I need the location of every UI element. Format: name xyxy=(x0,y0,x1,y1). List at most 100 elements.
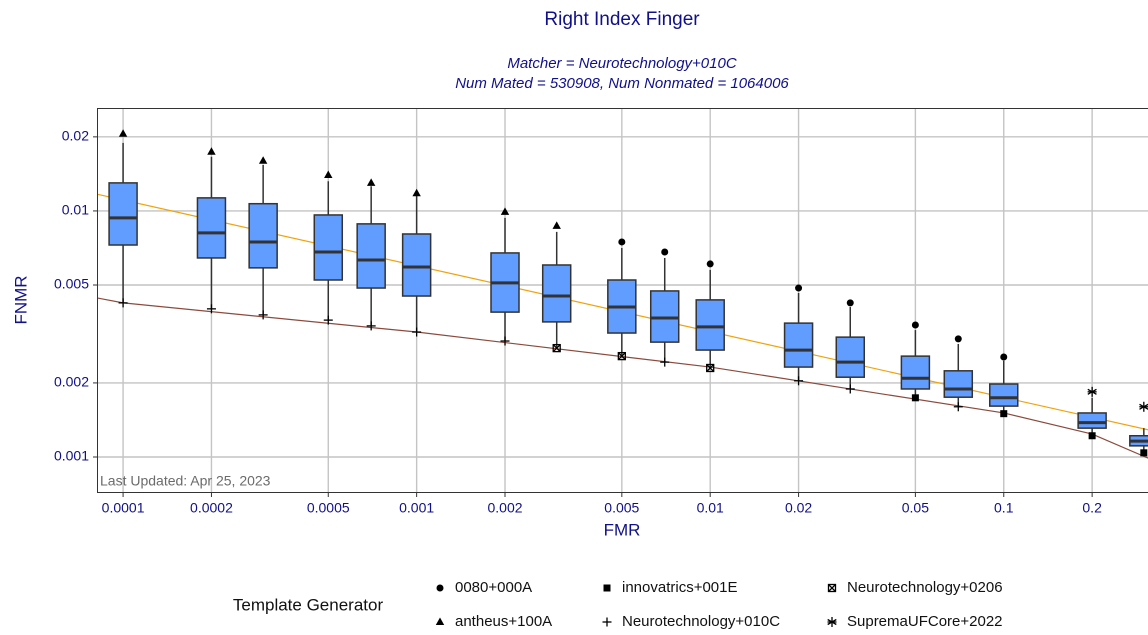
marker-square xyxy=(911,394,919,402)
marker-part xyxy=(617,352,626,361)
marker-part xyxy=(954,335,962,343)
box xyxy=(835,336,866,378)
marker-asterisk xyxy=(827,617,837,627)
marker-part xyxy=(706,364,715,372)
x-tick-label: 0.005 xyxy=(604,500,639,516)
legend-label: SupremaUFCore+2022 xyxy=(847,613,1003,630)
x-tick-label: 0.2 xyxy=(1082,500,1102,516)
marker-part xyxy=(552,343,561,353)
marker-part xyxy=(603,584,611,592)
marker-triangle xyxy=(258,156,268,164)
marker-square xyxy=(603,584,611,592)
marker-part xyxy=(827,583,837,593)
legend-label: 0080+000A xyxy=(455,579,532,596)
legend-label: antheus+100A xyxy=(455,613,552,630)
marker-square xyxy=(1088,432,1096,440)
marker-triangle xyxy=(500,207,510,215)
annotation: Last Updated: Apr 25, 2023 xyxy=(100,473,271,489)
y-axis-label: FNMR xyxy=(11,275,30,324)
x-tick-label: 0.0002 xyxy=(190,500,233,516)
marker-part xyxy=(846,299,854,307)
box xyxy=(943,370,974,398)
legend: 0080+000A antheus+100A innovatrics+001E Neu… xyxy=(435,579,1003,630)
marker-triangle xyxy=(118,129,128,137)
marker-part xyxy=(617,351,626,361)
marker-boxx xyxy=(552,343,561,353)
marker-part xyxy=(552,344,561,353)
marker-plus xyxy=(794,376,804,386)
legend-title: Template Generator xyxy=(233,595,384,614)
box xyxy=(356,223,386,289)
x-tick-label: 0.01 xyxy=(697,500,724,516)
y-tick-label: 0.001 xyxy=(54,448,89,464)
marker-circle xyxy=(954,335,962,343)
x-tick-label: 0.0001 xyxy=(102,500,145,516)
marker-part xyxy=(706,363,715,373)
x-tick-label: 0.05 xyxy=(902,500,929,516)
box xyxy=(313,214,344,281)
chart-title: Right Index Finger xyxy=(544,9,700,30)
marker-part xyxy=(118,129,128,137)
marker-triangle xyxy=(324,170,333,178)
marker-square xyxy=(1000,410,1008,418)
marker-part xyxy=(661,248,669,256)
marker-part xyxy=(366,178,376,186)
marker-boxx xyxy=(827,583,837,593)
marker-plus xyxy=(500,336,510,346)
marker-circle xyxy=(661,248,669,256)
subtitle: Matcher = Neurotechnology+010C xyxy=(507,55,736,72)
marker-part xyxy=(500,207,510,215)
marker-asterisk xyxy=(1087,386,1097,397)
marker-part xyxy=(552,221,561,229)
marker-asterisk xyxy=(1139,401,1148,412)
legend-label: innovatrics+001E xyxy=(622,579,738,596)
marker-part xyxy=(207,147,216,155)
marker-triangle xyxy=(412,188,421,197)
subtitle: Num Mated = 530908, Num Nonmated = 10640… xyxy=(455,75,789,92)
box xyxy=(401,233,432,297)
marker-plus xyxy=(602,617,612,627)
marker-part xyxy=(1000,353,1008,361)
legend-label: Neurotechnology+0206 xyxy=(847,579,1003,596)
x-tick-label: 0.002 xyxy=(487,500,522,516)
marker-part xyxy=(911,321,919,329)
marker-plus xyxy=(258,310,268,320)
y-tick-label: 0.005 xyxy=(54,276,89,292)
marker-plus xyxy=(845,384,855,394)
marker-plus xyxy=(323,315,333,325)
x-tick-label: 0.02 xyxy=(785,500,812,516)
marker-part xyxy=(618,238,626,246)
marker-circle xyxy=(618,238,626,246)
marker-part xyxy=(1000,410,1008,418)
box xyxy=(1077,412,1107,429)
marker-plus xyxy=(953,402,963,412)
marker-plus xyxy=(206,304,216,314)
marker-boxx xyxy=(706,363,715,373)
box xyxy=(783,322,814,368)
marker-part xyxy=(1140,449,1148,457)
y-tick-label: 0.01 xyxy=(62,202,89,218)
box xyxy=(108,182,138,246)
panel-border xyxy=(97,108,1148,493)
marker-triangle xyxy=(552,221,561,229)
marker-circle xyxy=(706,260,714,268)
marker-part xyxy=(412,188,421,197)
box xyxy=(196,197,227,259)
marker-part xyxy=(828,584,836,592)
marker-part xyxy=(911,394,919,402)
box xyxy=(649,290,680,343)
x-axis-label: FMR xyxy=(604,520,641,539)
marker-plus xyxy=(366,321,376,331)
x-tick-label: 0.001 xyxy=(399,500,434,516)
marker-triangle xyxy=(207,147,216,155)
data-layer xyxy=(97,129,1148,459)
marker-part xyxy=(324,170,333,178)
box xyxy=(989,383,1019,407)
marker-part xyxy=(258,156,268,164)
marker-circle xyxy=(795,284,803,292)
marker-plus xyxy=(118,298,128,308)
marker-boxx xyxy=(617,351,626,361)
x-tick-label: 0.1 xyxy=(994,500,1014,516)
marker-circle xyxy=(846,299,854,307)
